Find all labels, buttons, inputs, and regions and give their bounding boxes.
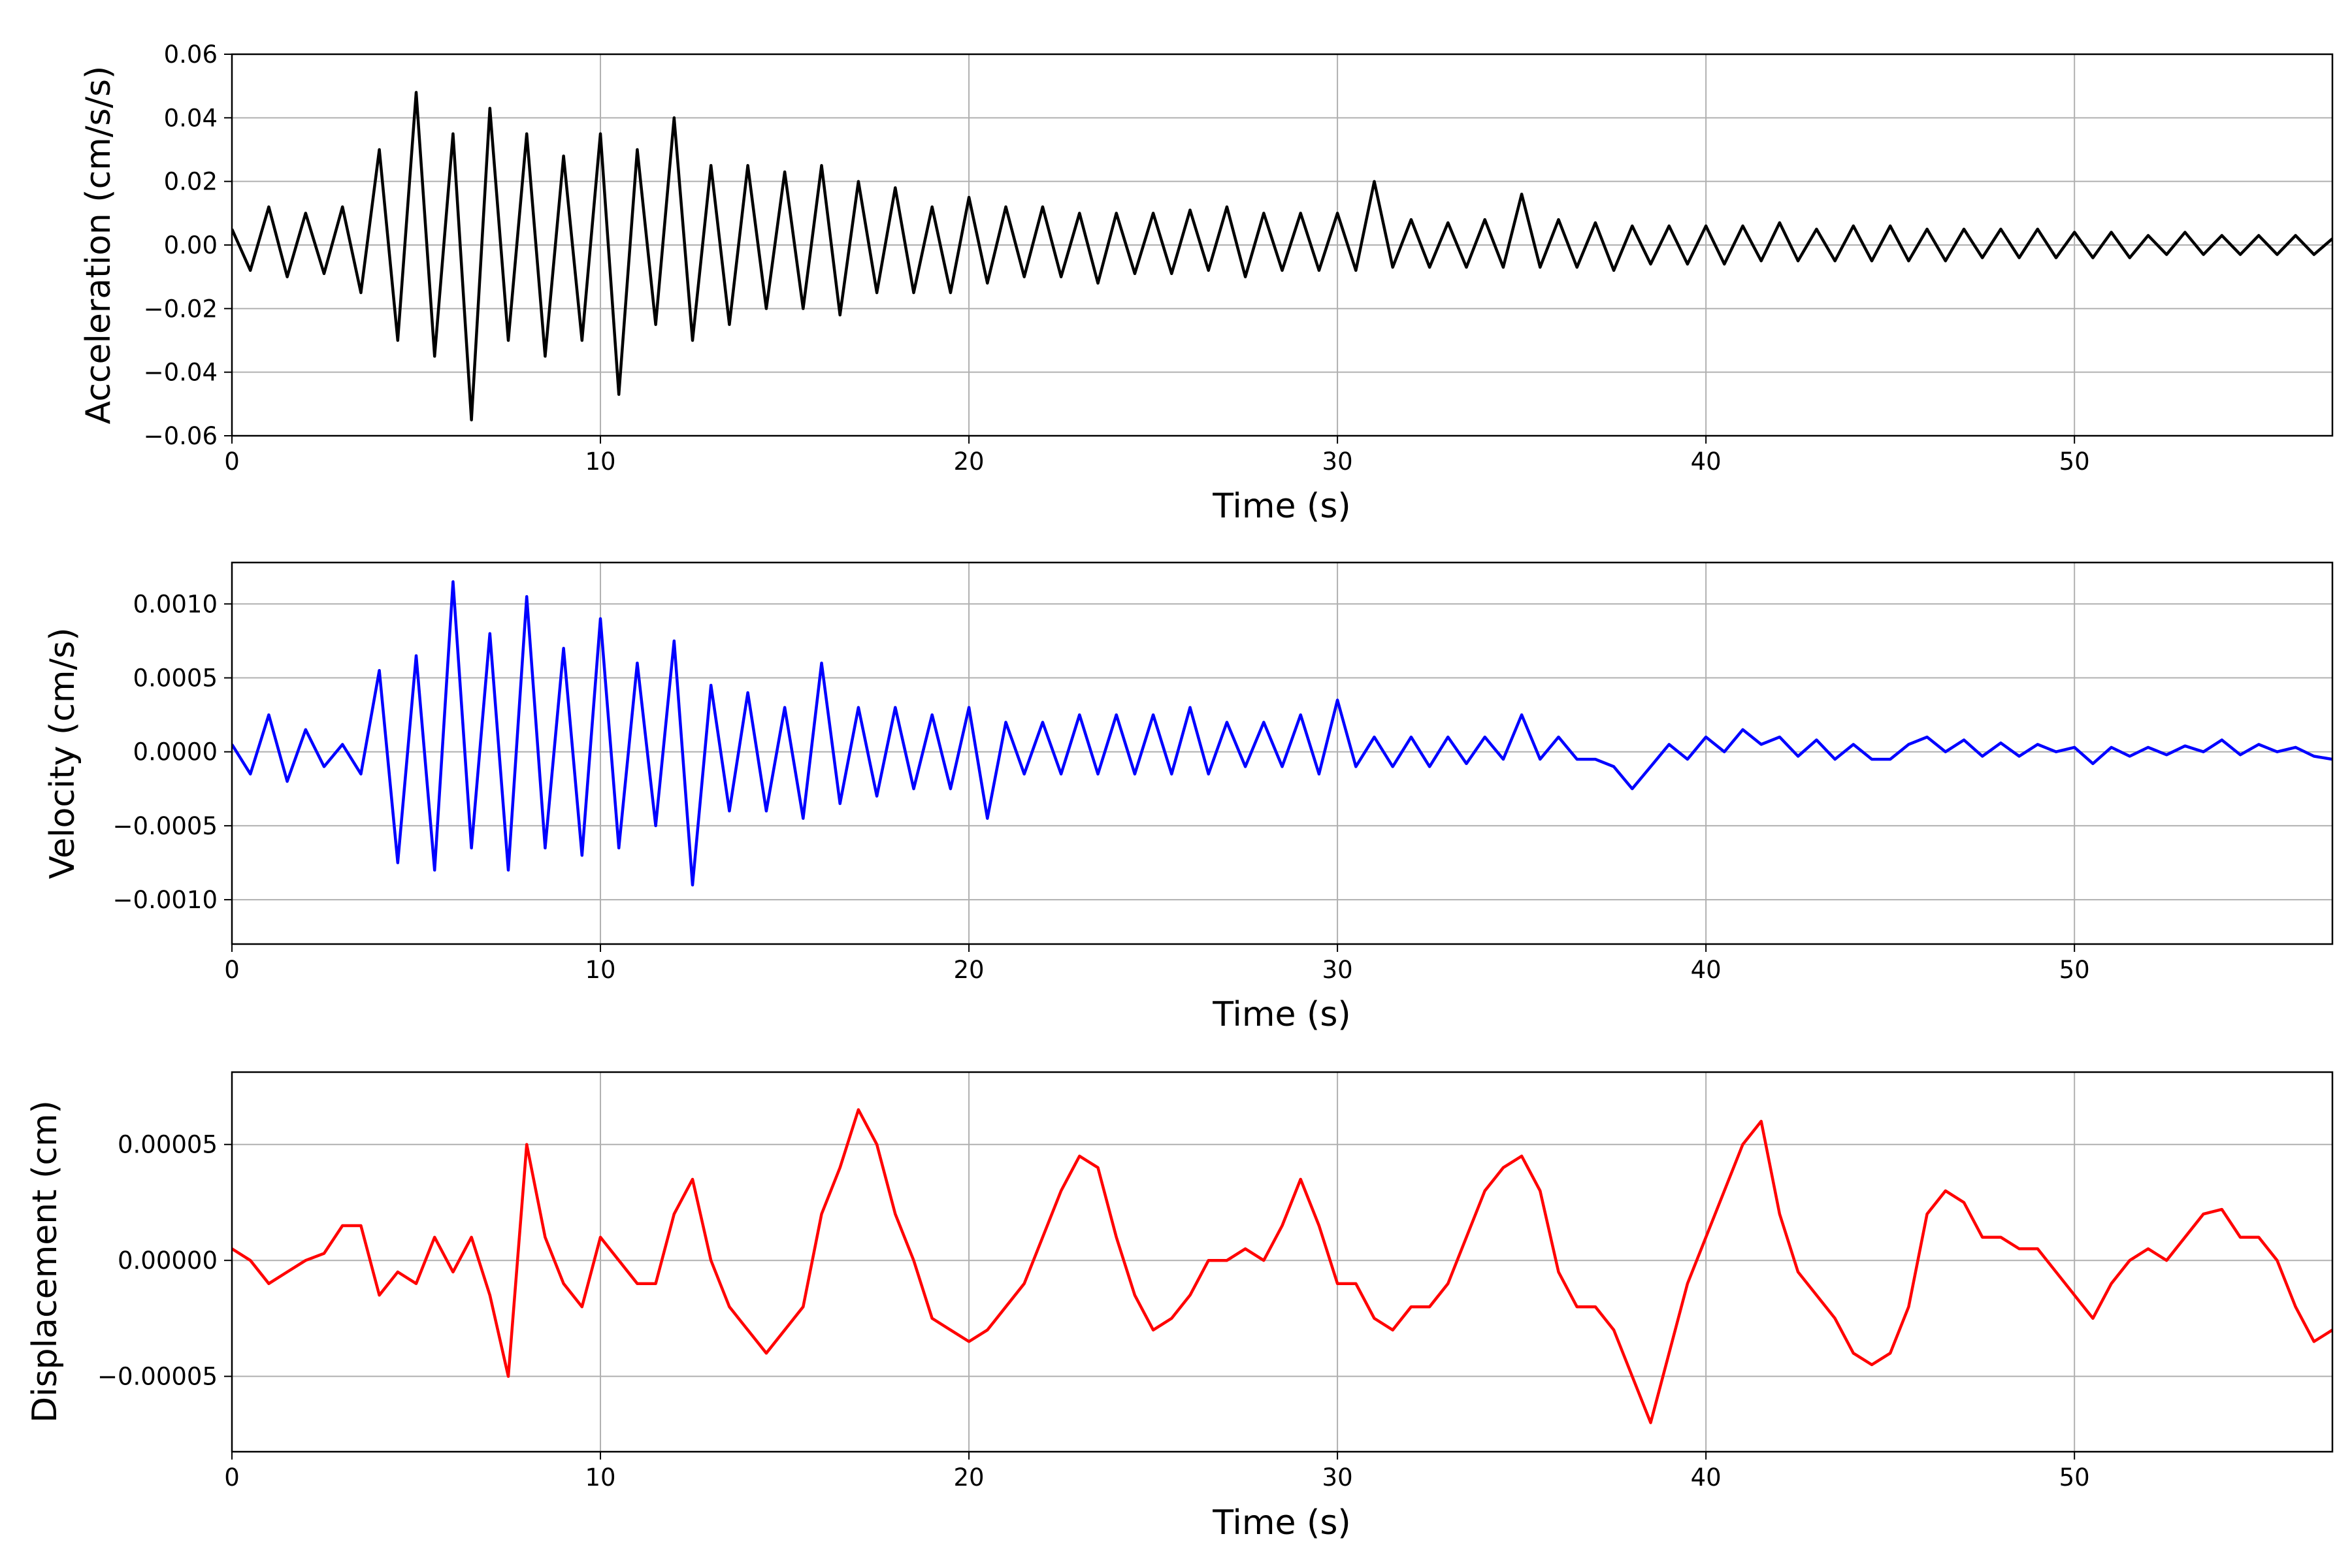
acceleration-x-tick-label: 20 bbox=[954, 448, 985, 476]
velocity-x-tick-label: 50 bbox=[2059, 956, 2090, 984]
velocity-axes-frame bbox=[231, 561, 2334, 945]
displacement-x-tick-label: 0 bbox=[224, 1463, 240, 1492]
acceleration-y-tick-label: −0.06 bbox=[144, 422, 218, 450]
acceleration-y-tick-label: 0.06 bbox=[164, 41, 218, 69]
acceleration-x-tick-label: 30 bbox=[1322, 448, 1353, 476]
displacement-series-line bbox=[232, 1108, 2332, 1424]
displacement-x-label: Time (s) bbox=[1212, 1503, 1350, 1543]
displacement-x-tick-label: 30 bbox=[1322, 1463, 1353, 1492]
acceleration-x-tick-label: 50 bbox=[2059, 448, 2090, 476]
acceleration-y-tick-label: −0.04 bbox=[144, 359, 218, 387]
displacement-x-tick-label: 40 bbox=[1691, 1463, 1722, 1492]
acceleration-y-label: Acceleration (cm/s/s) bbox=[79, 66, 118, 425]
displacement-y-tick-label: 0.00000 bbox=[118, 1247, 218, 1275]
velocity-y-tick-label: 0.0005 bbox=[133, 664, 218, 693]
acceleration-x-tick-label: 0 bbox=[224, 448, 240, 476]
acceleration-y-tick-label: 0.00 bbox=[164, 231, 218, 259]
acceleration-y-tick-label: 0.04 bbox=[164, 104, 218, 132]
velocity-y-label: Velocity (cm/s) bbox=[43, 628, 82, 879]
velocity-series-line bbox=[232, 580, 2332, 887]
velocity-y-tick-label: 0.0010 bbox=[133, 590, 218, 618]
displacement-x-tick-label: 20 bbox=[954, 1463, 985, 1492]
displacement-x-tick-label: 50 bbox=[2059, 1463, 2090, 1492]
acceleration-panel: Time (s) Acceleration (cm/s/s) 0 10 20 30 40… bbox=[79, 41, 2334, 526]
velocity-panel: Time (s) Velocity (cm/s) 0 10 20 30 40 50 −0.0… bbox=[43, 561, 2334, 1034]
velocity-y-tick-label: −0.0005 bbox=[113, 812, 218, 840]
velocity-x-tick-label: 40 bbox=[1691, 956, 1722, 984]
velocity-x-tick-label: 30 bbox=[1322, 956, 1353, 984]
velocity-y-tick-label: 0.0000 bbox=[133, 738, 218, 766]
displacement-y-tick-label: 0.00005 bbox=[118, 1131, 218, 1159]
displacement-axes-frame bbox=[231, 1071, 2334, 1453]
displacement-panel: Time (s) Displacement (cm) 0 10 20 30 40 50 −0… bbox=[25, 1071, 2334, 1543]
acceleration-series-line bbox=[232, 91, 2332, 421]
velocity-x-label: Time (s) bbox=[1212, 995, 1350, 1034]
velocity-y-tick-label: −0.0010 bbox=[113, 886, 218, 914]
displacement-y-tick-label: −0.00005 bbox=[97, 1363, 218, 1391]
acceleration-y-tick-label: −0.02 bbox=[144, 295, 218, 323]
acceleration-x-tick-label: 10 bbox=[585, 448, 615, 476]
velocity-x-tick-label: 10 bbox=[585, 956, 615, 984]
acceleration-y-tick-label: 0.02 bbox=[164, 168, 218, 196]
velocity-x-tick-label: 0 bbox=[224, 956, 240, 984]
velocity-x-tick-label: 20 bbox=[954, 956, 985, 984]
displacement-y-label: Displacement (cm) bbox=[25, 1100, 65, 1423]
displacement-x-tick-label: 10 bbox=[585, 1463, 615, 1492]
acceleration-axes-frame bbox=[231, 53, 2334, 437]
acceleration-x-label: Time (s) bbox=[1212, 487, 1350, 526]
acceleration-x-tick-label: 40 bbox=[1691, 448, 1722, 476]
